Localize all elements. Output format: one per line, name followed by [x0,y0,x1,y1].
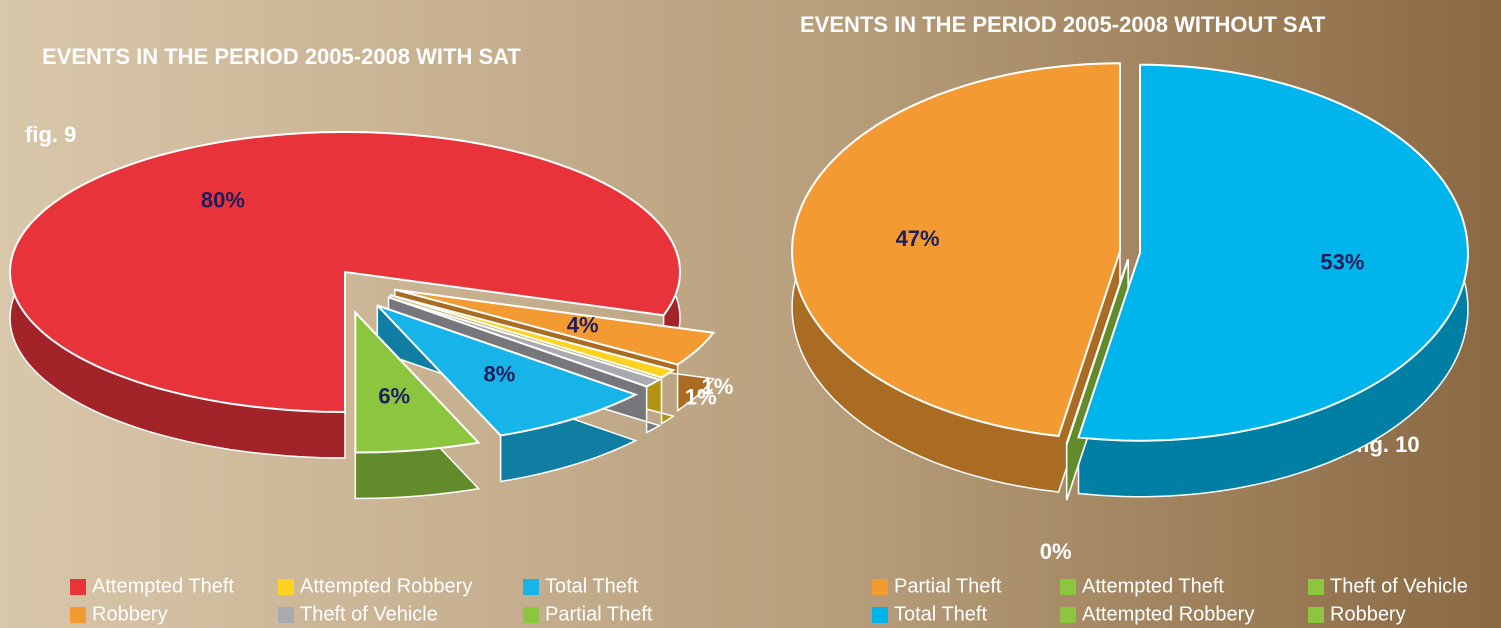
slice [388,296,663,388]
value-label: 8% [484,361,516,386]
legend-swatch [523,579,539,595]
slice [1065,259,1130,445]
legend-swatch [278,607,294,623]
legend-label: Attempted Robbery [300,575,472,597]
legend-label: Attempted Theft [1082,575,1224,597]
legend-label: Theft of Vehicle [1330,575,1468,597]
value-label: 47% [896,226,940,251]
legend-swatch [872,579,888,595]
legend-label: Robbery [1330,603,1406,625]
legend-swatch [278,579,294,595]
legend-swatch [1308,607,1324,623]
legend-swatch [1060,579,1076,595]
value-label: 1% [685,384,717,409]
legend-swatch [872,607,888,623]
value-label: 6% [378,384,410,409]
legend-swatch [1060,607,1076,623]
legend-label: Partial Theft [894,575,1002,597]
chart-title: EVENTS IN THE PERIOD 2005-2008 WITHOUT S… [800,12,1326,37]
legend-label: Theft of Vehicle [300,603,438,625]
legend-label: Robbery [92,603,168,625]
value-label: 80% [201,188,245,213]
slice [354,309,481,454]
slice [376,304,639,437]
legend-label: Attempted Robbery [1082,603,1254,625]
legend-swatch [523,607,539,623]
legend-swatch [1308,579,1324,595]
value-label: 0% [1040,539,1072,564]
slice [394,288,716,366]
value-label: 4% [567,312,599,337]
slice [8,130,682,414]
legend-label: Attempted Theft [92,575,234,597]
legend-label: Total Theft [545,575,638,597]
legend-swatch [70,607,86,623]
legend-label: Partial Theft [545,603,653,625]
legend-label: Total Theft [894,603,987,625]
slice [1077,63,1469,442]
value-label: 1% [702,374,734,399]
value-label: 53% [1320,249,1364,274]
legend-swatch [70,579,86,595]
chart-title: EVENTS IN THE PERIOD 2005-2008 WITH SAT [42,44,521,69]
figure-label: fig. 9 [25,122,76,147]
slice [791,62,1121,438]
slice [390,294,676,379]
